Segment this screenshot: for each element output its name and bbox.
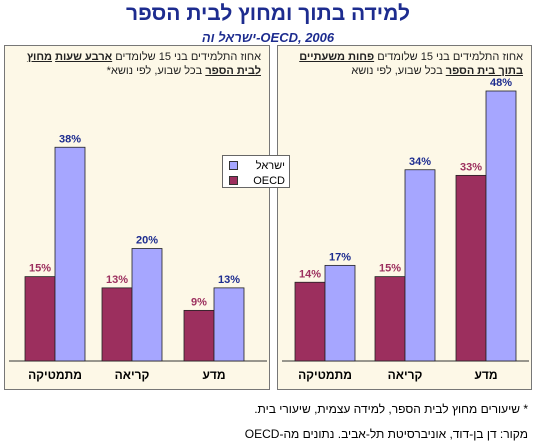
data-label-oecd: 9% [191, 296, 207, 308]
source-note: מקור: דן בן-דוד, אוניברסיטת תל-אביב. נתו… [244, 427, 528, 441]
data-label-israel: 20% [136, 235, 158, 247]
bar-oecd [183, 309, 215, 362]
chart-left: 15% 38% מתמטיקה 13% 20% קריאה 9% 13% מדע [9, 133, 267, 382]
page-subtitle: ישראל וה-OECD, 2006 [201, 30, 335, 45]
bar-israel [324, 264, 356, 362]
desc-emphasis: פחות משעתיים [299, 51, 375, 63]
desc-emphasis: מחוץ לבית הספר [26, 51, 261, 77]
category-label: קריאה [388, 368, 423, 382]
bar-israel [54, 146, 86, 362]
category-label: מתמטיקה [28, 368, 82, 382]
category-label: מדע [202, 368, 225, 382]
bar-israel [485, 90, 517, 362]
data-label-israel: 13% [218, 274, 240, 286]
panel-description: אחוז התלמידים בני 15 שלומדים פחות משעתיי… [284, 50, 523, 78]
bar-oecd [24, 276, 56, 362]
data-label-oecd: 33% [460, 161, 482, 173]
data-label-oecd: 15% [379, 263, 401, 275]
data-label-oecd: 14% [299, 268, 321, 280]
desc-text: בכל שבוע, לפי נושא [351, 65, 446, 77]
legend-item-oecd: OECD [229, 174, 285, 187]
chart-legend: ישראל OECD [222, 155, 290, 188]
desc-text: בכל שבוע, לפי נושא* [106, 65, 206, 77]
legend-label-israel: ישראל [255, 159, 285, 172]
bar-israel [213, 287, 245, 362]
desc-emphasis: בתוך בית הספר [445, 65, 523, 77]
category-label: מדע [474, 368, 497, 382]
bar-oecd [455, 174, 487, 362]
data-label-israel: 38% [59, 133, 81, 145]
legend-swatch-oecd [229, 176, 238, 185]
panel-description: אחוז התלמידים בני 15 שלומדים ארבע שעות מ… [11, 50, 261, 78]
desc-text: אחוז התלמידים בני 15 שלומדים [112, 51, 261, 63]
data-label-oecd: 13% [106, 274, 128, 286]
desc-text: אחוז התלמידים בני 15 שלומדים [374, 51, 523, 63]
panel-outside-school: אחוז התלמידים בני 15 שלומדים ארבע שעות מ… [4, 45, 270, 390]
bar-oecd [101, 287, 133, 362]
data-label-israel: 48% [490, 77, 512, 89]
page-title: למידה בתוך ומחוץ לבית הספר [126, 2, 410, 25]
data-label-israel: 34% [409, 156, 431, 168]
bar-israel [131, 248, 163, 362]
chart-right: 14% 17% מתמטיקה 15% 34% קריאה 33% 48% מדע [282, 77, 529, 382]
legend-swatch-israel [229, 161, 238, 170]
desc-emphasis: ארבע שעות [55, 51, 113, 63]
bar-oecd [294, 281, 326, 362]
category-label: מתמטיקה [298, 368, 352, 382]
data-label-israel: 17% [329, 251, 351, 263]
panel-inside-school: אחוז התלמידים בני 15 שלומדים פחות משעתיי… [277, 45, 532, 390]
legend-label-oecd: OECD [253, 174, 285, 187]
category-label: קריאה [115, 368, 150, 382]
bar-israel [404, 169, 436, 362]
bar-oecd [374, 276, 406, 362]
data-label-oecd: 15% [29, 263, 51, 275]
legend-item-israel: ישראל [229, 159, 285, 172]
footnote: * שיעורים מחוץ לבית הספר, למידה עצמית, ש… [254, 402, 528, 416]
